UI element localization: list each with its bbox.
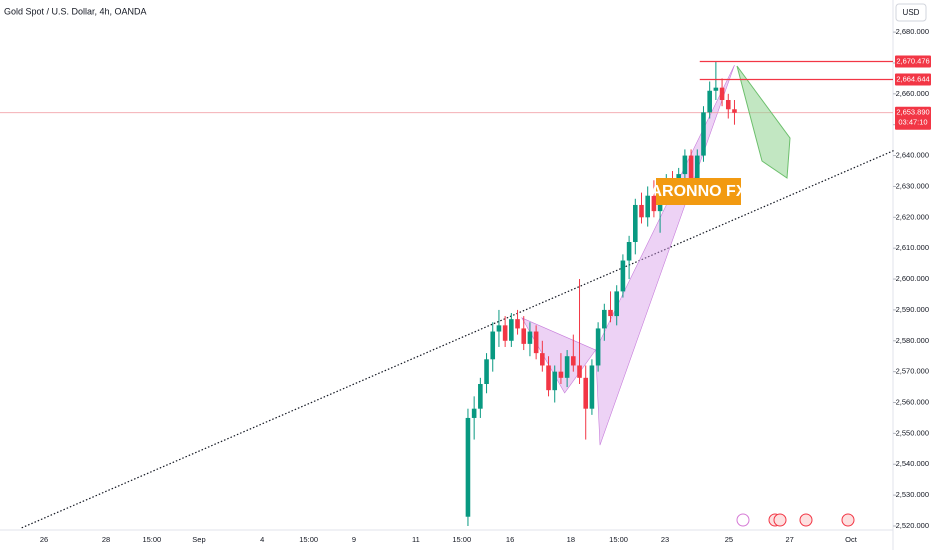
currency-label[interactable]: USD (903, 8, 920, 17)
x-tick-label: 23 (661, 535, 669, 544)
x-tick-label: 9 (352, 535, 356, 544)
candle-body (614, 291, 620, 317)
currency-button[interactable] (895, 3, 927, 22)
candle-body (515, 319, 520, 329)
candle-body (509, 319, 514, 341)
event-icon[interactable] (799, 513, 813, 527)
candle-body (484, 359, 489, 384)
last-price-tag (895, 106, 931, 130)
candle-body (626, 242, 632, 261)
arrow (736, 65, 791, 179)
y-tick-label: 2,630.000 (896, 181, 929, 190)
last-price-label: 2,653.890 (896, 108, 929, 117)
y-tick-label: 2,660.000 (896, 89, 929, 98)
watermark-box (656, 178, 741, 205)
y-tick-label: 2,600.000 (896, 274, 929, 283)
price-tag (895, 55, 931, 68)
y-tick-label: 2,530.000 (896, 490, 929, 499)
x-tick-label: 4 (260, 535, 264, 544)
candle-body (688, 155, 694, 187)
chart-title: Gold Spot / U.S. Dollar, 4h, OANDA (4, 6, 147, 16)
y-tick-label: 2,640.000 (896, 151, 929, 160)
candle-body (608, 309, 613, 317)
x-tick-label: Oct (845, 535, 858, 544)
y-tick-label: 2,520.000 (896, 521, 929, 530)
candle-body (471, 408, 477, 418)
candle-body (533, 331, 539, 354)
candle-body (633, 204, 638, 243)
candle-body (577, 365, 582, 378)
candle-body (521, 328, 527, 344)
price-tag-label: 2,670.476 (896, 56, 929, 65)
candle-body (694, 155, 700, 187)
y-tick-label: 2,620.000 (896, 212, 929, 221)
candle-body (465, 417, 471, 517)
candle-body (645, 195, 650, 218)
x-tick-label: 16 (506, 535, 514, 544)
candle-body (478, 383, 483, 409)
x-tick-label: 15:00 (609, 535, 628, 544)
candle-body (725, 100, 731, 110)
y-tick-label: 2,590.000 (896, 305, 929, 314)
candle-body (571, 356, 576, 366)
candle-body (707, 90, 712, 113)
x-tick-label: 15:00 (142, 535, 161, 544)
candle-body (552, 371, 558, 391)
y-tick-label: 2,540.000 (896, 459, 929, 468)
candle-body (502, 325, 508, 341)
candle-body (589, 365, 595, 409)
candle-body (701, 112, 706, 156)
candle-body (595, 328, 601, 366)
event-icons (736, 513, 855, 527)
candle-body (602, 309, 607, 329)
event-icon[interactable] (841, 513, 855, 527)
price-tag-label: 2,664.644 (896, 74, 929, 83)
candle-body (651, 195, 657, 212)
x-tick-label: 11 (412, 535, 420, 544)
y-tick-label: 2,580.000 (896, 336, 929, 345)
y-tick-label: 2,680.000 (896, 27, 929, 36)
trendline (21, 149, 896, 529)
candle-body (719, 87, 725, 101)
countdown-label: 03:47:10 (898, 118, 927, 127)
candle-body (490, 331, 496, 360)
plot-area (0, 61, 896, 529)
candle-body (564, 356, 570, 378)
x-tick-label: 27 (785, 535, 793, 544)
x-tick-label: 26 (40, 535, 48, 544)
candle-body (639, 204, 644, 218)
x-tick-label: 15:00 (299, 535, 318, 544)
x-tick-label: 18 (567, 535, 575, 544)
candle-body (682, 155, 688, 175)
candle-body (540, 353, 545, 366)
candle-body (620, 260, 626, 292)
candle-body (732, 109, 737, 113)
event-icon[interactable] (736, 513, 750, 527)
x-tick-label: 15:00 (452, 535, 471, 544)
candle-body (558, 371, 564, 378)
candle-body (546, 365, 551, 391)
candle-body (583, 377, 589, 409)
y-tick-label: 2,550.000 (896, 428, 929, 437)
event-icon[interactable] (773, 513, 787, 527)
y-tick-label: 2,570.000 (896, 367, 929, 376)
watermark: ARONNO FX (651, 183, 747, 200)
x-tick-label: 25 (725, 535, 733, 544)
price-tag (895, 73, 931, 86)
x-tick-label: Sep (192, 535, 205, 544)
y-tick-label: 2,560.000 (896, 398, 929, 407)
x-tick-label: 28 (102, 535, 110, 544)
pattern-bcd (595, 64, 735, 446)
y-tick-label: 2,610.000 (896, 243, 929, 252)
candle-body (527, 331, 533, 344)
candle-body (713, 87, 719, 91)
candle-body (496, 325, 502, 332)
